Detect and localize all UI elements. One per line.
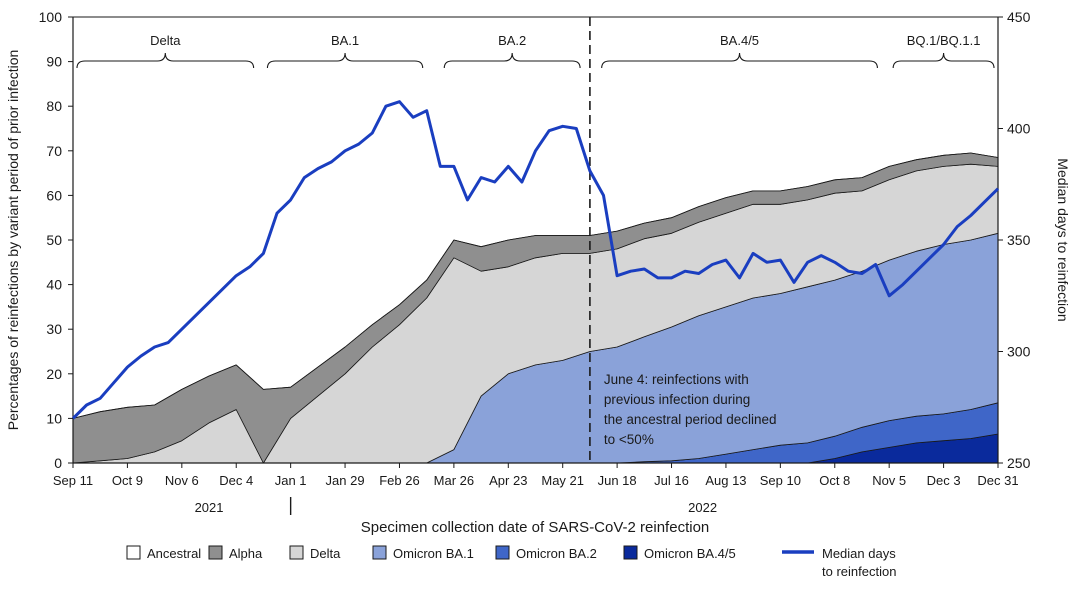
period-brace [76, 52, 255, 69]
legend-label: to reinfection [822, 564, 896, 579]
annotation-line: June 4: reinfections with [604, 372, 749, 387]
y-tick-label: 40 [46, 277, 62, 293]
y-tick-label: 70 [46, 143, 62, 159]
x-tick-label: Oct 9 [112, 473, 143, 488]
x-tick-label: Jan 29 [326, 473, 365, 488]
legend-label: Median days [822, 546, 896, 561]
y2-axis-title: Median days to reinfection [1055, 158, 1071, 321]
legend-swatch [126, 545, 141, 560]
period-label: Delta [150, 33, 181, 48]
period-label: BA.2 [498, 33, 526, 48]
annotation-line: the ancestral period declined [604, 412, 777, 427]
x-tick-label: Jan 1 [275, 473, 307, 488]
x-tick-label: Sep 11 [53, 473, 93, 488]
legend-swatch [289, 545, 304, 560]
stacked-areas [72, 17, 999, 464]
legend-swatch [623, 545, 638, 560]
median-line-layer [71, 100, 1000, 420]
annotation-line: previous infection during [604, 392, 750, 407]
y-tick-label: 50 [46, 232, 62, 248]
legend-swatch [495, 545, 510, 560]
annotation-line: to <50% [604, 432, 654, 447]
y-tick-label: 0 [54, 455, 62, 471]
x-tick-label: Sep 10 [760, 473, 801, 488]
x-axis-title: Specimen collection date of SARS-CoV-2 r… [361, 519, 710, 536]
y-tick-label: 90 [46, 54, 62, 70]
y-axis-title: Percentages of reinfections by variant p… [5, 50, 21, 431]
period-label: BQ.1/BQ.1.1 [907, 33, 981, 48]
x-tick-label: Nov 5 [872, 473, 906, 488]
year-label: 2021 [195, 500, 224, 515]
legend-label: Delta [310, 546, 341, 561]
period-label: BA.1 [331, 33, 359, 48]
legend-label: Ancestral [147, 546, 201, 561]
legend: Ancestral Alpha Delta Omicron BA.1 Omicron B… [126, 545, 896, 579]
x-tick-label: Jul 16 [654, 473, 689, 488]
x-tick-label: Oct 8 [819, 473, 850, 488]
x-tick-label: Apr 23 [489, 473, 527, 488]
y-tick-label: 80 [46, 98, 62, 114]
axes: 0 10 20 30 40 50 60 70 80 90 100 250 300 350 400 450 Sep… [39, 9, 1031, 515]
x-tick-label: Dec 4 [219, 473, 253, 488]
legend-swatch [372, 545, 387, 560]
period-braces: Delta BA.1 BA.2 BA.4/5 BQ.1/BQ.1.1 [76, 33, 995, 69]
legend-label: Alpha [229, 546, 263, 561]
y-tick-label: 100 [39, 9, 63, 25]
median-days-line [71, 100, 1000, 420]
y-tick-label: 60 [46, 187, 62, 203]
event-annotation: June 4: reinfections with previous infect… [604, 372, 777, 447]
x-tick-label: Mar 26 [434, 473, 474, 488]
y-tick-label: 10 [46, 410, 62, 426]
y2-tick-label: 250 [1007, 455, 1031, 471]
period-brace [443, 52, 581, 69]
x-tick-label: May 21 [541, 473, 584, 488]
period-brace [266, 52, 424, 69]
legend-label: Omicron BA.2 [516, 546, 597, 561]
period-brace [601, 52, 878, 69]
y2-tick-label: 300 [1007, 344, 1031, 360]
y2-tick-label: 400 [1007, 121, 1031, 137]
x-tick-label: Feb 26 [379, 473, 419, 488]
y2-tick-label: 350 [1007, 232, 1031, 248]
legend-swatch [208, 545, 223, 560]
x-tick-label: Jun 18 [598, 473, 637, 488]
x-tick-label: Dec 31 [977, 473, 1018, 488]
y-tick-label: 20 [46, 366, 62, 382]
legend-label: Omicron BA.1 [393, 546, 474, 561]
period-label: BA.4/5 [720, 33, 759, 48]
legend-label: Omicron BA.4/5 [644, 546, 736, 561]
y-tick-label: 30 [46, 321, 62, 337]
x-tick-label: Dec 3 [927, 473, 961, 488]
x-tick-label: Aug 13 [705, 473, 746, 488]
x-tick-label: Nov 6 [165, 473, 199, 488]
period-brace [892, 52, 995, 69]
year-label: 2022 [688, 500, 717, 515]
y2-tick-label: 450 [1007, 9, 1031, 25]
